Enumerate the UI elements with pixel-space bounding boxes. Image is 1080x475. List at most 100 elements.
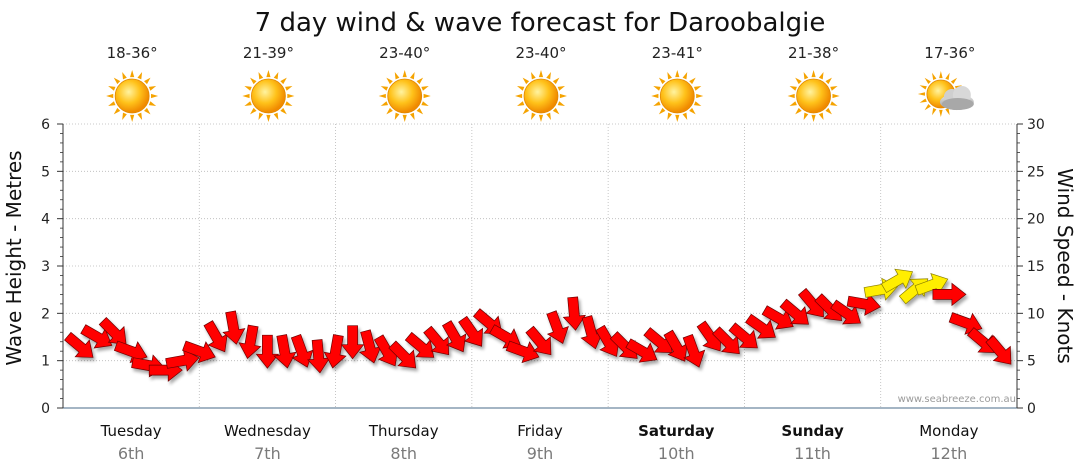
wind-arrow [340,325,365,360]
sun-ray [516,101,525,106]
wind-arrow [290,334,314,368]
sun-ray [818,112,824,121]
sun-ray [795,107,802,115]
wind-arrow [985,335,1012,365]
sun-ray [280,77,287,85]
wind-arrow [625,338,658,363]
sun-ray [552,107,560,115]
wind-arrow [525,325,552,356]
sun-ray [811,114,816,122]
left-tick-label: 5 [41,164,50,180]
sun-ray [516,86,525,91]
wind-arrow [165,348,200,372]
wind-arrow [64,331,94,358]
sun-ray [789,101,797,106]
wind-arrow [761,305,794,330]
sunny-icon [242,70,295,122]
wind-arrow [505,340,540,364]
sun-ray [244,86,252,91]
sun-ray [394,112,400,121]
wind-arrow [203,320,228,353]
sun-ray [932,108,937,116]
sun-ray [258,112,264,121]
sun-ray [693,86,702,91]
wind-arrow [255,334,280,369]
sun-ray [825,107,832,115]
left-tick-label: 6 [41,117,50,133]
sun-ray [950,77,958,84]
sun-ray [250,107,257,115]
wind-arrow-series [64,268,1012,382]
left-tick-label: 1 [41,354,50,370]
day-date-label: 8th [390,444,417,463]
sun-ray [130,114,135,122]
sun-ray [250,77,257,85]
sun-ray [811,70,816,78]
wind-arrow [388,340,417,369]
sun-ray [266,114,271,122]
right-tick-label: 5 [1027,354,1036,370]
temperature-range: 21-39° [243,44,294,62]
right-tick-label: 25 [1027,164,1045,180]
wind-arrow [830,299,861,325]
sun-ray [803,112,809,121]
left-axis: 0 1 2 3 4 5 6 [41,117,64,417]
wind-arrow [222,310,246,345]
sun-ray [151,93,159,99]
cloud-part [941,98,974,110]
day-name-label: Monday [919,422,978,440]
sun-ray [939,109,943,117]
sunny-icon [787,70,840,122]
sun-ray [546,112,551,121]
sun-ray [144,77,151,85]
sun-ray [273,71,279,80]
sun-ray [380,101,389,106]
sun-ray [689,77,696,85]
temperature-range: 21-38° [788,44,839,62]
sun-ray [696,93,704,99]
sun-ray [108,101,116,106]
temperature-range: 23-40° [515,44,566,62]
sun-ray [552,77,560,85]
right-axis-label: Wind Speed - Knots [1053,168,1077,364]
sun-ray [557,86,566,91]
wind-arrow [663,329,688,362]
temperature-range: 23-41° [652,44,703,62]
weather-row: 18-36° 21-39° 23-40° 23-40° 23-41° 21-38° 17-3… [106,44,975,122]
sun-ray [258,71,264,80]
wind-arrow [307,339,331,374]
wind-arrow [932,282,967,307]
wind-arrow [323,334,347,369]
sun-ray [830,101,838,106]
right-tick-label: 0 [1027,401,1036,417]
left-tick-label: 0 [41,401,50,417]
sun-ray [287,93,295,99]
sun-ray [137,71,143,80]
sun-ray [689,107,696,115]
sunny-icon [651,70,704,122]
right-axis: 0 5 10 15 20 25 30 [1016,117,1045,417]
cloud-shape [939,86,974,110]
sun-ray [106,93,114,99]
day-date-label: 6th [118,444,145,463]
wind-arrow [880,268,914,294]
sun-ray [266,70,271,78]
sun-ray [945,72,950,80]
wind-arrow [273,334,297,369]
wind-arrow [80,324,113,349]
sun-ray [795,77,802,85]
temperature-range: 17-36° [924,44,975,62]
day-date-label: 11th [794,444,831,463]
sun-ray [789,86,797,91]
sunny-icon [106,70,159,122]
sun-ray [939,71,943,79]
sun-ray [658,77,666,85]
day-labels: Tuesday 6th Wednesday 7th Thursday 8th Friday 9… [100,422,979,463]
day-name-label: Tuesday [100,422,162,440]
sunny-icon [515,70,567,122]
sun-ray [386,107,393,115]
sun-ray [667,112,672,121]
sun-ray [531,112,536,121]
sun-ray [675,70,680,78]
